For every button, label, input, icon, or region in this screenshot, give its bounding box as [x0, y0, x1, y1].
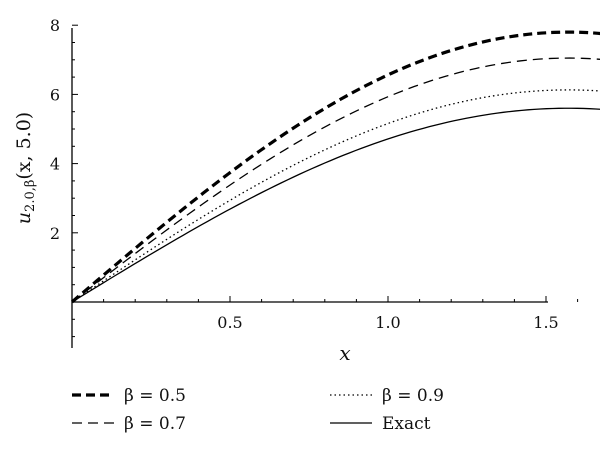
- y-axis-label-args: (x, 5.0): [13, 112, 35, 180]
- y-axis-label-prefix: u: [13, 212, 35, 224]
- y-tick-label: 8: [50, 16, 60, 35]
- series-line-3: [71, 107, 600, 303]
- x-tick-label: 1.0: [375, 313, 400, 332]
- y-axis-label-subscript: 2.0,β: [23, 180, 38, 212]
- series-line-1: [71, 57, 600, 303]
- y-tick-label: 4: [50, 155, 60, 174]
- legend: β = 0.5 β = 0.7 β = 0.9 Exact: [72, 386, 444, 434]
- series-layer: [70, 30, 600, 304]
- chart-axes: 0.51.01.52.02.53.02468: [50, 16, 579, 348]
- legend-label: β = 0.5: [124, 386, 186, 406]
- y-tick-label: 6: [50, 85, 60, 104]
- legend-label: β = 0.7: [124, 414, 186, 434]
- y-tick-label: 2: [50, 224, 60, 243]
- series-line-2: [71, 89, 600, 303]
- y-axis-label: u2.0,β(x, 5.0): [13, 112, 38, 224]
- series-line-0: [70, 30, 600, 304]
- x-tick-label: 0.5: [217, 313, 242, 332]
- x-tick-label: 1.5: [533, 313, 558, 332]
- legend-label: Exact: [382, 414, 431, 434]
- legend-label: β = 0.9: [382, 386, 444, 406]
- x-axis-label: x: [339, 341, 350, 365]
